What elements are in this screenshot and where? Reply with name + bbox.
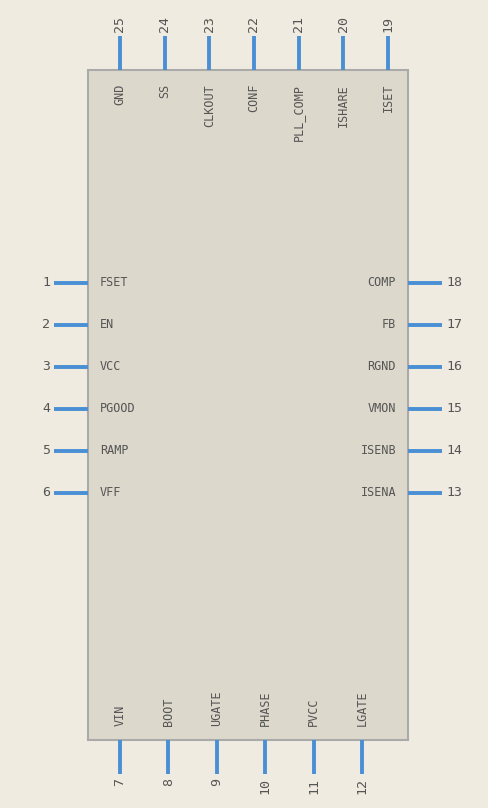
Text: GND: GND [114, 84, 126, 105]
Text: PHASE: PHASE [259, 690, 272, 726]
Text: BOOT: BOOT [162, 697, 175, 726]
Text: COMP: COMP [367, 276, 396, 289]
Text: ISENB: ISENB [360, 444, 396, 457]
Text: PGOOD: PGOOD [100, 402, 136, 415]
Text: ISENA: ISENA [360, 486, 396, 499]
Text: SS: SS [158, 84, 171, 99]
Text: 5: 5 [42, 444, 50, 457]
Text: 18: 18 [446, 276, 462, 289]
Text: 7: 7 [114, 778, 126, 786]
Text: ISET: ISET [382, 84, 394, 112]
Text: 4: 4 [42, 402, 50, 415]
Text: 16: 16 [446, 360, 462, 373]
Text: LGATE: LGATE [355, 690, 368, 726]
Text: 15: 15 [446, 402, 462, 415]
Text: ISHARE: ISHARE [337, 84, 350, 127]
Text: PVCC: PVCC [307, 697, 320, 726]
Text: VFF: VFF [100, 486, 122, 499]
Text: EN: EN [100, 318, 114, 331]
Text: RGND: RGND [367, 360, 396, 373]
Text: 20: 20 [337, 16, 350, 32]
Text: VIN: VIN [114, 705, 126, 726]
Text: 14: 14 [446, 444, 462, 457]
Text: PLL_COMP: PLL_COMP [292, 84, 305, 141]
Text: 24: 24 [158, 16, 171, 32]
Text: 3: 3 [42, 360, 50, 373]
Text: 23: 23 [203, 16, 216, 32]
Text: VMON: VMON [367, 402, 396, 415]
Text: 8: 8 [162, 778, 175, 786]
Text: 17: 17 [446, 318, 462, 331]
Text: 13: 13 [446, 486, 462, 499]
Text: 11: 11 [307, 778, 320, 794]
Text: 25: 25 [114, 16, 126, 32]
Text: 12: 12 [355, 778, 368, 794]
Text: UGATE: UGATE [210, 690, 224, 726]
Text: 10: 10 [259, 778, 272, 794]
Text: 6: 6 [42, 486, 50, 499]
Bar [88, 70, 408, 740]
Text: 21: 21 [292, 16, 305, 32]
Text: RAMP: RAMP [100, 444, 128, 457]
Text: CLKOUT: CLKOUT [203, 84, 216, 127]
Text: VCC: VCC [100, 360, 122, 373]
Text: 2: 2 [42, 318, 50, 331]
Text: 1: 1 [42, 276, 50, 289]
Text: CONF: CONF [247, 84, 261, 112]
Text: 22: 22 [247, 16, 261, 32]
Text: FSET: FSET [100, 276, 128, 289]
Text: 9: 9 [210, 778, 224, 786]
Text: FB: FB [382, 318, 396, 331]
Text: 19: 19 [382, 16, 394, 32]
